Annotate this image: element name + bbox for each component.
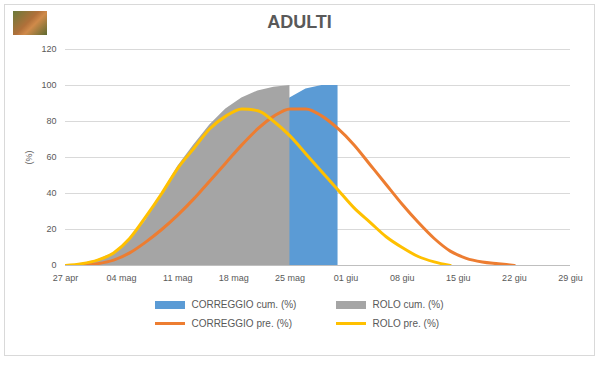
html-text:ROLO cum. (%): ROLO cum. (%): [372, 299, 444, 310]
svg-text:40: 40: [46, 188, 56, 198]
svg-text:(%): (%): [24, 151, 34, 165]
svg-text:18 mag: 18 mag: [219, 273, 249, 283]
svg-text:27 apr: 27 apr: [53, 273, 79, 283]
svg-text:04 mag: 04 mag: [107, 273, 137, 283]
html-text:ROLO pre. (%): ROLO pre. (%): [372, 318, 440, 329]
svg-text:29 giu: 29 giu: [558, 273, 583, 283]
svg-text:80: 80: [46, 116, 56, 126]
svg-text:100: 100: [41, 80, 56, 90]
svg-text:22 giu: 22 giu: [502, 273, 527, 283]
svg-text:08 giu: 08 giu: [390, 273, 415, 283]
html-text:CORREGGIO cum. (%): CORREGGIO cum. (%): [191, 299, 297, 310]
html-text:CORREGGIO pre. (%): CORREGGIO pre. (%): [191, 318, 292, 329]
svg-text:60: 60: [46, 152, 56, 162]
svg-text:120: 120: [41, 44, 56, 54]
svg-text:25 mag: 25 mag: [275, 273, 305, 283]
html-text:ADULTI: ADULTI: [267, 12, 332, 32]
svg-text:0: 0: [51, 260, 56, 270]
svg-text:15 giu: 15 giu: [446, 273, 471, 283]
svg-text:11 mag: 11 mag: [163, 273, 192, 283]
svg-text:01 giu: 01 giu: [334, 273, 359, 283]
svg-text:20: 20: [46, 224, 56, 234]
